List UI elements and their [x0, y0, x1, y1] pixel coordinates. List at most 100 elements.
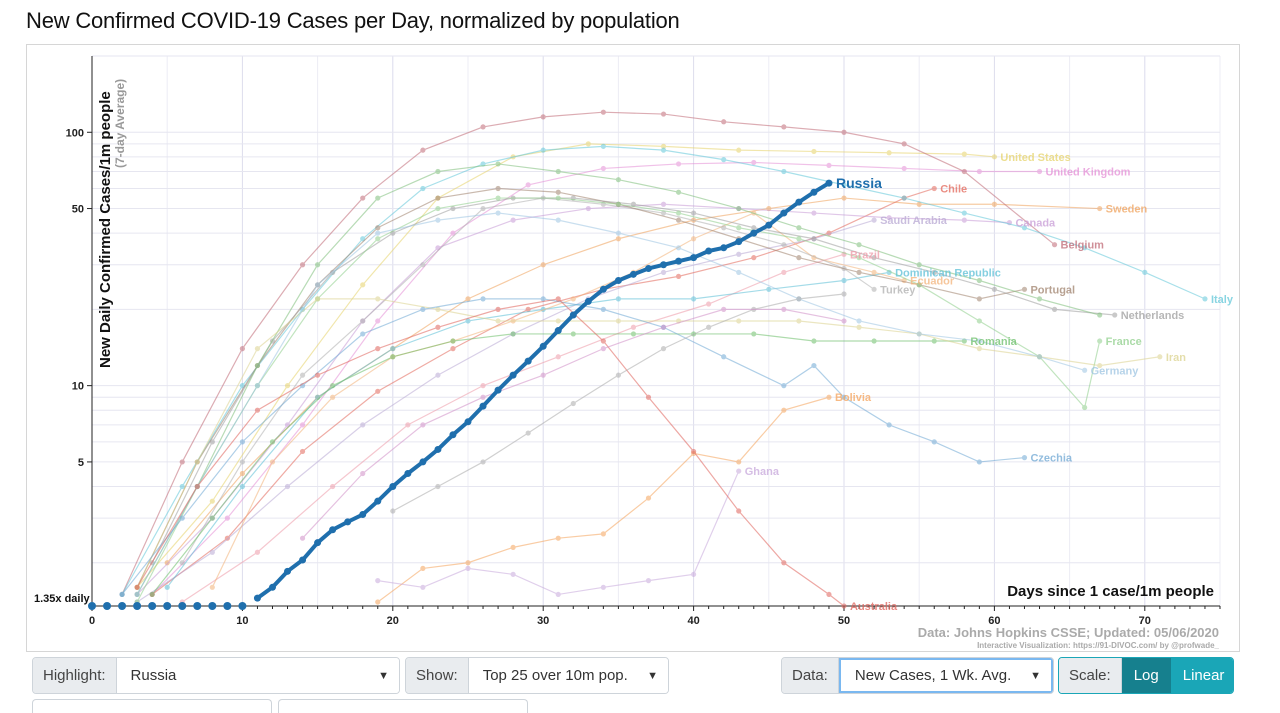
series-point — [841, 129, 847, 135]
series-line — [136, 187, 1025, 588]
series-point — [886, 422, 892, 428]
series-point — [1097, 312, 1103, 318]
highlight-point — [524, 357, 532, 365]
extra-control-stub[interactable] — [278, 699, 528, 713]
show-control[interactable]: Show: Top 25 over 10m pop. ▼ — [405, 657, 669, 694]
series-peru[interactable] — [299, 306, 847, 541]
series-point — [901, 165, 907, 172]
highlight-control[interactable]: Highlight: Russia ▼ — [32, 657, 400, 694]
series-lines[interactable] — [119, 109, 1208, 609]
x-tick-label: 0 — [89, 615, 95, 627]
series-point — [435, 324, 441, 330]
guide-label: 1.35x daily — [34, 593, 91, 605]
series-point — [570, 331, 576, 337]
series-point — [976, 459, 982, 465]
series-ghana[interactable] — [375, 468, 742, 598]
highlight-zero-point — [118, 602, 127, 610]
series-point — [315, 296, 321, 302]
series-point — [1097, 362, 1103, 369]
series-point — [239, 483, 245, 490]
data-value: New Cases, 1 Wk. Avg. — [854, 667, 1012, 684]
series-czechia[interactable] — [119, 296, 1028, 598]
series-mexico[interactable] — [390, 291, 847, 514]
highlight-point — [554, 327, 562, 335]
series-point — [540, 147, 546, 153]
axes: 5 10 50 100 0 10 20 30 40 50 60 70 — [66, 56, 1221, 627]
series-label: Iran — [1166, 352, 1186, 364]
series-point — [781, 269, 787, 275]
series-point — [841, 318, 847, 324]
scale-log-button[interactable]: Log — [1121, 658, 1171, 693]
series-point — [420, 306, 426, 312]
series-point — [660, 346, 667, 352]
highlight-zero-point — [148, 602, 157, 610]
series-point — [736, 205, 742, 212]
series-point — [615, 177, 622, 183]
series-point — [675, 273, 682, 279]
show-select[interactable]: Top 25 over 10m pop. ▼ — [468, 658, 668, 693]
highlight-point — [705, 247, 713, 255]
series-point — [540, 262, 546, 268]
series-point — [811, 210, 817, 216]
series-point — [721, 354, 727, 360]
series-line — [136, 197, 1101, 603]
series-label: Chile — [940, 183, 967, 195]
series-point — [961, 210, 967, 216]
series-point — [600, 584, 606, 590]
series-line — [166, 197, 1100, 564]
series-point — [555, 318, 561, 324]
series-belgium[interactable] — [119, 109, 1058, 598]
series-point — [375, 225, 381, 231]
series-portugal[interactable] — [134, 185, 1028, 590]
series-point — [375, 388, 381, 394]
series-point — [871, 255, 877, 261]
series-saudi-arabia[interactable] — [134, 217, 877, 605]
series-point — [435, 205, 441, 212]
series-point — [269, 439, 276, 445]
y-tick-label: 50 — [72, 204, 84, 216]
scale-linear-button[interactable]: Linear — [1170, 658, 1233, 693]
series-dominican-republic[interactable] — [164, 269, 892, 590]
highlight-zero-point — [88, 602, 96, 610]
series-point — [721, 225, 727, 231]
series-point — [675, 245, 682, 251]
series-point — [630, 331, 637, 337]
series-point — [615, 236, 622, 242]
series-point — [480, 459, 486, 465]
highlight-point — [464, 418, 472, 426]
series-point — [495, 185, 501, 192]
extra-control-stub[interactable] — [32, 699, 272, 713]
data-select[interactable]: New Cases, 1 Wk. Avg. ▼ — [838, 658, 1053, 693]
highlight-select[interactable]: Russia ▼ — [116, 658, 399, 693]
series-point — [796, 318, 802, 324]
series-point — [375, 346, 381, 352]
highlight-point — [584, 297, 592, 305]
series-point — [976, 296, 982, 302]
series-point — [901, 195, 907, 201]
scale-control[interactable]: Scale: Log Linear — [1058, 657, 1234, 694]
series-point — [480, 394, 486, 400]
highlight-point — [329, 526, 337, 534]
series-point — [435, 195, 441, 201]
data-control[interactable]: Data: New Cases, 1 Wk. Avg. ▼ — [781, 657, 1054, 694]
series-label: Dominican Republic — [895, 267, 1001, 279]
series-point — [600, 143, 606, 149]
highlight-point — [599, 285, 607, 293]
series-point — [886, 150, 892, 156]
series-label: Australia — [850, 601, 898, 613]
covid-chart: 5 10 50 100 0 10 20 30 40 50 60 70 Russia United St… — [34, 55, 1234, 650]
series-point — [209, 498, 215, 504]
series-germany[interactable] — [134, 210, 1088, 598]
series-australia[interactable] — [134, 296, 847, 609]
chevron-down-icon: ▼ — [1030, 669, 1041, 682]
series-point — [420, 565, 426, 571]
series-point — [375, 578, 381, 584]
highlight-point — [720, 244, 728, 252]
series-canada[interactable] — [134, 201, 1013, 598]
series-brazil[interactable] — [179, 251, 847, 605]
series-point — [841, 394, 847, 400]
highlight-series[interactable]: Russia — [88, 175, 882, 610]
series-point — [1036, 168, 1043, 175]
series-point — [781, 407, 787, 413]
series-bolivia[interactable] — [375, 394, 832, 605]
